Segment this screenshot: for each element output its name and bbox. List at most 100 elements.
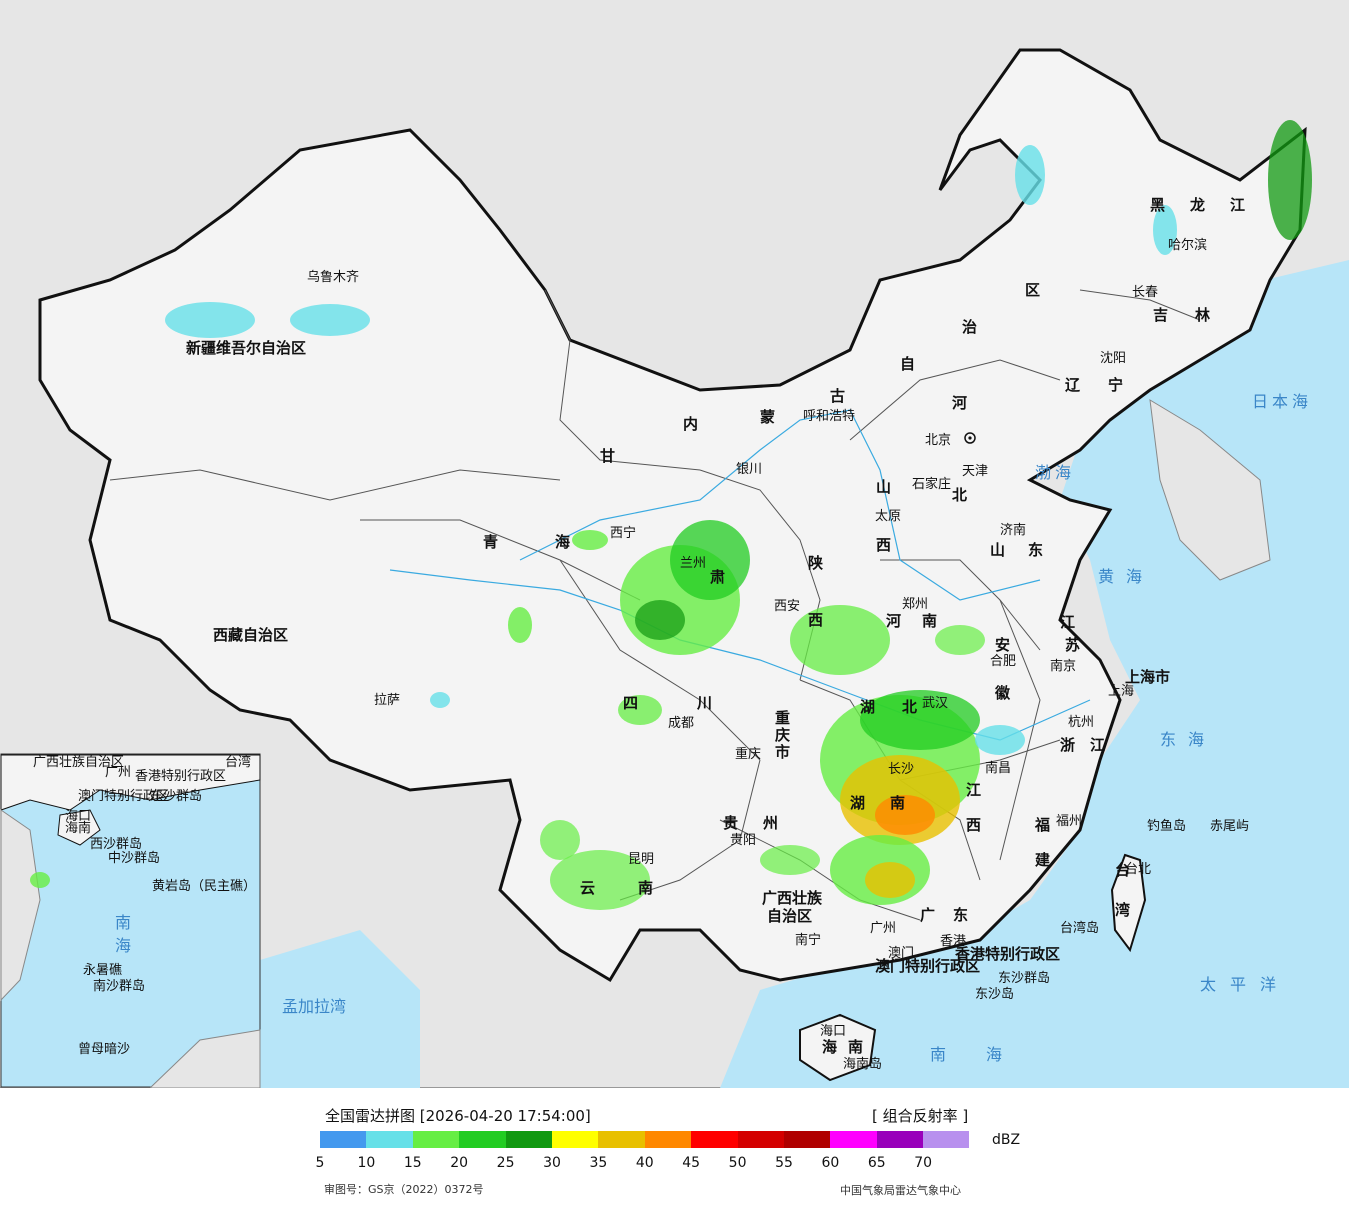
region-guangxi-1: 广西壮族 — [762, 889, 823, 907]
region-shan-xi-2: 西 — [876, 536, 891, 554]
taiwan-island — [1110, 853, 1147, 953]
city-fuzhou: 福州 — [1056, 814, 1082, 829]
region-hainan-1: 海 — [822, 1038, 837, 1056]
region-zhi: 治 — [962, 318, 977, 336]
island-hainan: 海南岛 — [843, 1056, 882, 1072]
region-hunan-2: 南 — [890, 794, 905, 812]
city-guiyang: 贵阳 — [730, 833, 756, 848]
region-jiangxi-1: 江 — [966, 781, 981, 799]
city-labels: 乌鲁木齐 拉萨 西宁 兰州 银川 呼和浩特 北京 天津 石家庄 太原 济南 郑州… — [307, 237, 1207, 1039]
scale-tick: 50 — [728, 1155, 747, 1171]
color-scale — [320, 1131, 970, 1148]
region-xizang: 西藏自治区 — [213, 626, 288, 644]
color-swatch — [459, 1131, 506, 1148]
color-swatch — [598, 1131, 645, 1148]
color-swatch — [366, 1131, 413, 1148]
region-hainan-2: 南 — [848, 1038, 863, 1056]
sea-bohai: 渤海 — [1035, 463, 1075, 482]
scale-tick: 70 — [914, 1155, 933, 1171]
region-yunnan-1: 云 — [580, 879, 595, 897]
color-swatch — [644, 1131, 692, 1148]
region-sichuan-2: 川 — [696, 694, 712, 712]
region-guangdong-1: 广 — [920, 906, 935, 924]
inset-zengmu: 曾母暗沙 — [78, 1042, 130, 1057]
region-labels: 新疆维吾尔自治区 西藏自治区 青 海 甘 肃 内 蒙 古 自 治 区 黑 龙 江… — [186, 196, 1245, 1056]
inset-guangzhou: 广州 — [105, 765, 131, 780]
city-hohhot: 呼和浩特 — [803, 409, 855, 424]
region-sichuan-1: 四 — [623, 694, 638, 712]
region-chongqing-1: 重 — [775, 709, 790, 727]
city-xining: 西宁 — [610, 525, 636, 541]
review-number: 审图号：GS京（2022）0372号 — [324, 1183, 484, 1196]
region-guizhou-1: 贵 — [723, 814, 738, 832]
legend-panel — [0, 1088, 1349, 1208]
region-taiwan-2: 湾 — [1115, 901, 1130, 919]
scale-tick: 20 — [450, 1155, 469, 1171]
scale-tick: 5 — [315, 1155, 325, 1171]
city-wuhan: 武汉 — [922, 696, 948, 711]
region-fujian-2: 建 — [1035, 851, 1051, 869]
region-yunnan-2: 南 — [638, 879, 653, 897]
city-taibei: 台北 — [1125, 862, 1151, 877]
scale-tick: 10 — [357, 1155, 376, 1171]
legend-unit: dBZ — [992, 1132, 1021, 1148]
inset-nan: 南 — [115, 913, 131, 932]
city-macau: 澳门 — [888, 945, 914, 961]
region-qing: 青 — [483, 533, 498, 551]
color-swatch — [830, 1131, 877, 1148]
city-hongkong: 香港 — [940, 934, 966, 949]
label-macau-sar: 澳门特别行政区 — [875, 957, 980, 975]
city-xian: 西安 — [774, 599, 800, 614]
city-zhengzhou: 郑州 — [902, 597, 928, 612]
city-harbin: 哈尔滨 — [1168, 237, 1207, 253]
inset-nansha: 南沙群岛 — [93, 978, 145, 994]
color-swatch — [876, 1131, 924, 1148]
inset-zhongsha: 中沙群岛 — [108, 850, 160, 866]
sea-japan: 日本海 — [1252, 392, 1312, 411]
region-henan-2: 南 — [922, 612, 937, 630]
region-hei: 黑 — [1150, 196, 1165, 214]
city-shijiazhuang: 石家庄 — [912, 476, 951, 492]
city-nanchang: 南昌 — [985, 760, 1011, 776]
region-qu: 区 — [1025, 281, 1040, 299]
city-urumqi: 乌鲁木齐 — [307, 269, 359, 285]
sea-south-china: 南海 — [930, 1045, 1042, 1064]
inset-hainan — [57, 809, 101, 846]
city-changchun: 长春 — [1132, 285, 1158, 300]
radar-echoes — [30, 120, 1312, 910]
inset-hainan: 海南 — [65, 820, 91, 836]
scale-tick: 40 — [635, 1155, 654, 1171]
sea-bay-of-bengal — [260, 930, 420, 1088]
region-ji: 吉 — [1153, 306, 1168, 324]
region-ning: 宁 — [1108, 376, 1123, 394]
hainan-island — [799, 1013, 877, 1082]
region-shaanxi-1: 陕 — [808, 554, 823, 572]
region-jiangxi-2: 西 — [966, 816, 981, 834]
inset-huangyan: 黄岩岛（民主礁） — [152, 878, 256, 894]
city-yinchuan: 银川 — [736, 462, 762, 477]
inset-labels: 广西壮族自治区 广州 香港特别行政区 澳门特别行政区 海口 海南 东沙群岛 西沙… — [33, 754, 256, 1057]
city-nanjing: 南京 — [1050, 658, 1076, 674]
scale-ticks: 5 10 15 20 25 30 35 40 45 50 55 60 65 70 — [0, 1155, 1349, 1173]
agency-credit: 中国气象局雷达气象中心 — [840, 1184, 961, 1197]
region-liao: 辽 — [1065, 376, 1080, 394]
scale-tick: 15 — [403, 1155, 422, 1171]
sea-east-china: 东海 — [1160, 730, 1216, 749]
color-swatch — [923, 1131, 970, 1148]
color-swatch — [320, 1131, 367, 1148]
region-xinjiang: 新疆维吾尔自治区 — [186, 339, 306, 357]
inset-hk: 香港特别行政区 — [135, 769, 226, 784]
scale-tick: 30 — [543, 1155, 561, 1171]
city-haikou: 海口 — [820, 1024, 846, 1039]
sea-pacific: 太平洋 — [1200, 975, 1290, 994]
region-su: 肃 — [710, 568, 725, 586]
label-hk-sar: 香港特别行政区 — [955, 945, 1060, 963]
region-lin: 林 — [1195, 306, 1211, 324]
region-chongqing-2: 庆 — [775, 726, 790, 744]
region-shan-xi-1: 山 — [876, 478, 891, 496]
inset-xisha: 西沙群岛 — [90, 836, 142, 852]
region-gan: 甘 — [600, 447, 615, 465]
inset-vietnam-coast — [0, 809, 41, 1002]
region-taiwan-1: 台 — [1115, 861, 1130, 879]
city-changsha: 长沙 — [888, 762, 914, 777]
